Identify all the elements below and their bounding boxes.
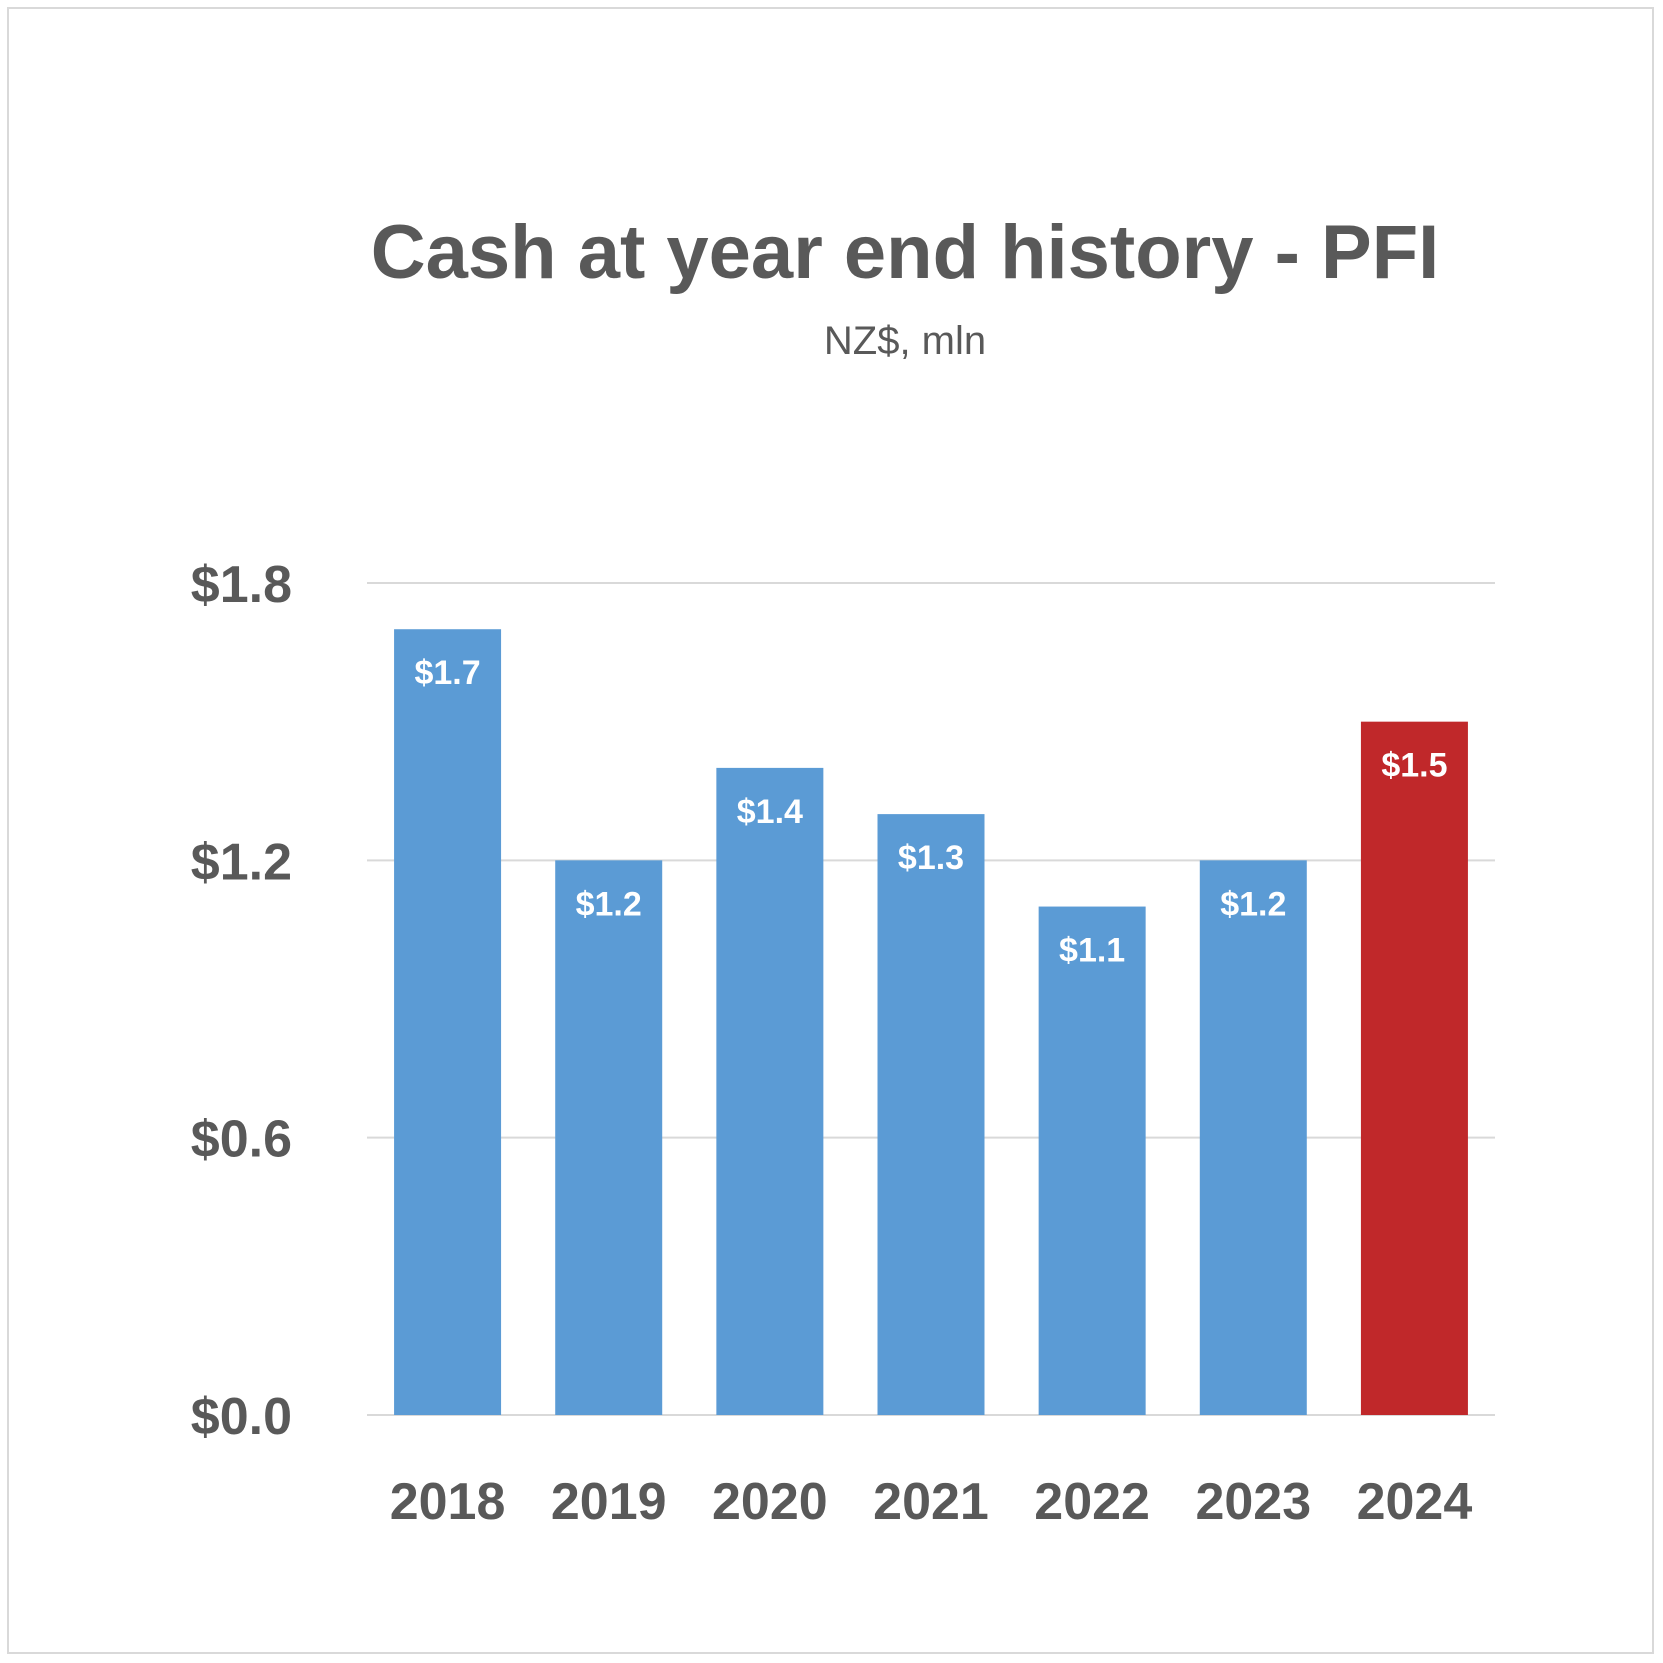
bar-2019	[555, 860, 663, 1415]
data-label-2021: $1.3	[898, 839, 964, 877]
bar-2018	[394, 629, 502, 1415]
data-label-2018: $1.7	[414, 654, 480, 692]
x-axis-tick-labels: 2018 2019 2020 2021 2022 2023 2024	[390, 1473, 1473, 1531]
bar-2022	[1038, 906, 1146, 1415]
data-label-2020: $1.4	[737, 793, 803, 831]
y-axis-tick-labels: $0.0 $0.6 $1.2 $1.8	[191, 556, 292, 1446]
data-label-2023: $1.2	[1220, 885, 1286, 923]
bar-2021	[877, 814, 985, 1415]
bars	[394, 629, 1468, 1415]
y-tick-label: $1.8	[191, 556, 292, 614]
data-labels: $1.7 $1.2 $1.4 $1.3 $1.1 $1.2 $1.5	[414, 654, 1447, 969]
y-tick-label: $0.6	[191, 1111, 292, 1169]
y-tick-label: $0.0	[191, 1388, 292, 1446]
x-tick-label-2023: 2023	[1195, 1473, 1311, 1531]
x-tick-label-2018: 2018	[390, 1473, 506, 1531]
data-label-2019: $1.2	[576, 885, 642, 923]
bar-2020	[716, 767, 824, 1415]
data-label-2022: $1.1	[1059, 932, 1125, 970]
x-tick-label-2022: 2022	[1034, 1473, 1150, 1531]
chart-subtitle: NZ$, mln	[823, 319, 987, 363]
data-label-2024: $1.5	[1381, 747, 1447, 785]
x-tick-label-2021: 2021	[873, 1473, 989, 1531]
x-tick-label-2020: 2020	[712, 1473, 828, 1531]
bar-2024	[1360, 721, 1468, 1415]
y-tick-label: $1.2	[191, 833, 292, 891]
chart-title: Cash at year end history - PFI	[370, 210, 1440, 295]
bar-2023	[1199, 860, 1307, 1415]
x-tick-label-2019: 2019	[551, 1473, 667, 1531]
x-tick-label-2024: 2024	[1357, 1473, 1473, 1531]
